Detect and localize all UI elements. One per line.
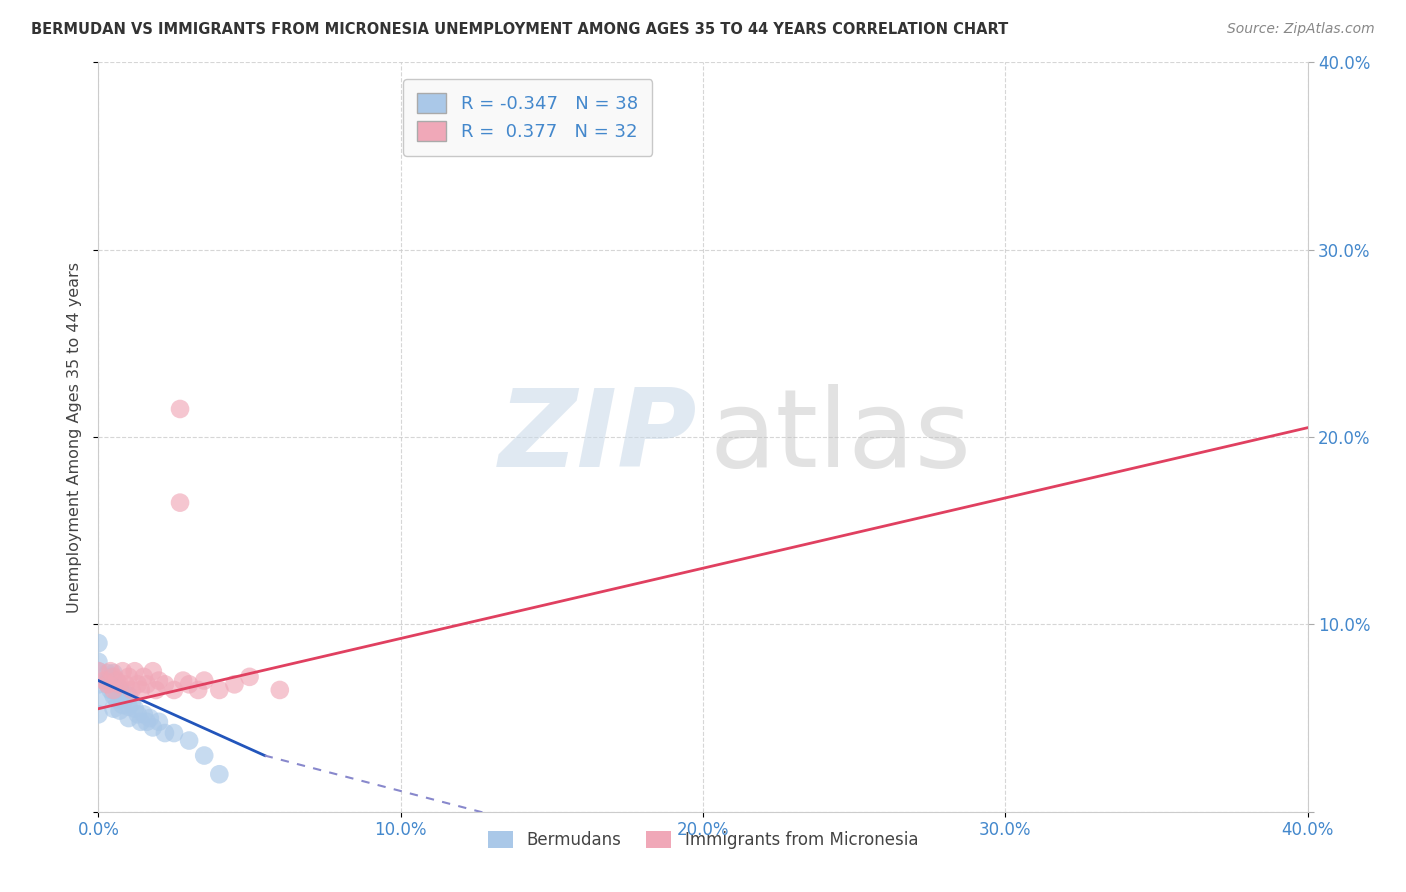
Point (269, 683, 291, 698)
Point (169, 496, 191, 510)
Point (121, 683, 143, 698)
Point (118, 689, 141, 703)
Point (193, 748, 215, 763)
Point (179, 733, 201, 747)
Point (105, 679, 128, 693)
Point (87, 664, 110, 679)
Text: ZIP: ZIP (499, 384, 697, 490)
Point (193, 673, 215, 688)
Point (103, 689, 125, 703)
Point (103, 701, 125, 715)
Point (105, 692, 128, 706)
Point (124, 701, 146, 715)
Point (96, 677, 118, 691)
Point (103, 677, 125, 691)
Point (108, 692, 131, 706)
Point (208, 767, 231, 781)
Point (224, 677, 246, 691)
Text: atlas: atlas (709, 384, 972, 490)
Point (139, 711, 162, 725)
Point (169, 401, 191, 416)
Point (127, 677, 149, 691)
Point (118, 699, 141, 714)
Point (172, 673, 194, 688)
Y-axis label: Unemployment Among Ages 35 to 44 years: Unemployment Among Ages 35 to 44 years (67, 261, 83, 613)
Point (208, 683, 231, 698)
Point (148, 714, 170, 729)
Point (111, 664, 134, 679)
Point (153, 726, 176, 740)
Point (148, 673, 170, 688)
Point (132, 707, 155, 722)
Point (153, 677, 176, 691)
Point (96, 677, 118, 691)
Point (105, 673, 128, 688)
Point (108, 704, 131, 718)
Point (132, 670, 155, 684)
Point (163, 726, 186, 740)
Point (135, 677, 157, 691)
Point (142, 721, 165, 735)
Point (103, 670, 125, 684)
Point (103, 666, 125, 681)
Point (187, 683, 209, 698)
Point (111, 698, 134, 712)
Point (163, 683, 186, 698)
Point (127, 707, 149, 722)
Point (121, 696, 143, 710)
Point (108, 681, 131, 695)
Point (118, 711, 141, 725)
Point (93, 673, 115, 688)
Text: Source: ZipAtlas.com: Source: ZipAtlas.com (1227, 22, 1375, 37)
Point (129, 683, 152, 698)
Point (239, 670, 262, 684)
Point (114, 677, 136, 691)
Legend: Bermudans, Immigrants from Micronesia: Bermudans, Immigrants from Micronesia (481, 824, 925, 855)
Point (87, 692, 110, 706)
Point (87, 707, 110, 722)
Point (124, 664, 146, 679)
Point (96, 666, 118, 681)
Text: BERMUDAN VS IMMIGRANTS FROM MICRONESIA UNEMPLOYMENT AMONG AGES 35 TO 44 YEARS CO: BERMUDAN VS IMMIGRANTS FROM MICRONESIA U… (31, 22, 1008, 37)
Point (87, 655, 110, 669)
Point (100, 670, 122, 684)
Point (87, 677, 110, 691)
Point (179, 677, 201, 691)
Point (129, 714, 152, 729)
Point (145, 683, 167, 698)
Point (118, 670, 141, 684)
Point (135, 714, 157, 729)
Point (103, 683, 125, 698)
Point (100, 664, 122, 679)
Point (87, 664, 110, 679)
Point (111, 687, 134, 701)
Point (142, 664, 165, 679)
Point (100, 683, 122, 698)
Point (87, 636, 110, 650)
Point (108, 677, 131, 691)
